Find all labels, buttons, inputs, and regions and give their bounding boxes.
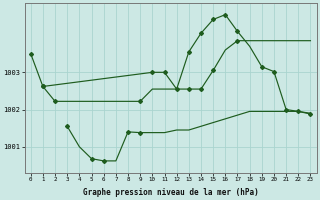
X-axis label: Graphe pression niveau de la mer (hPa): Graphe pression niveau de la mer (hPa) (83, 188, 259, 197)
